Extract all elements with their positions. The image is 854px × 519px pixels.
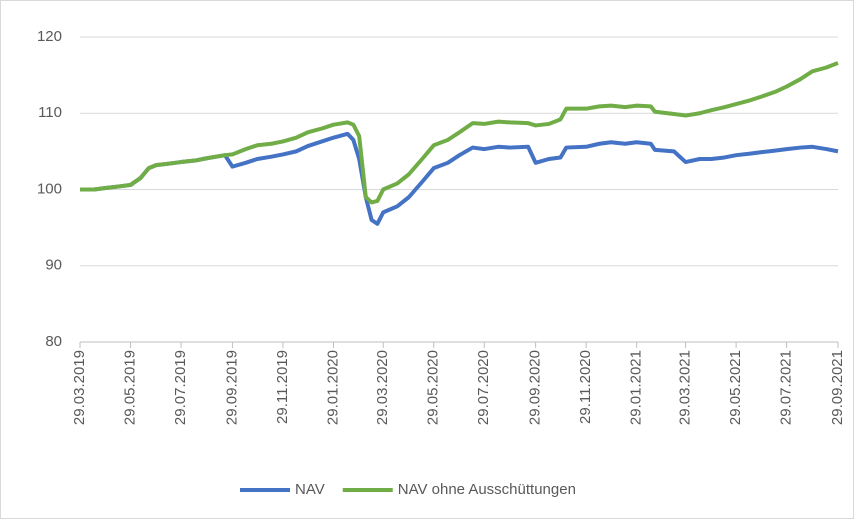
legend-label: NAV: [295, 481, 325, 498]
x-tick-label: 29.03.2020: [374, 350, 391, 425]
x-tick-label: 29.05.2021: [727, 350, 744, 425]
y-tick-label: 100: [37, 180, 62, 197]
legend-label: NAV ohne Ausschüttungen: [398, 481, 576, 498]
x-tick-label: 29.11.2020: [577, 350, 594, 424]
x-tick-label: 29.07.2020: [475, 350, 492, 425]
x-tick-label: 29.09.2020: [527, 350, 544, 425]
x-tick-label: 29.03.2019: [71, 350, 88, 425]
x-tick-label: 29.03.2021: [677, 350, 694, 425]
x-tick-label: 29.01.2021: [628, 350, 645, 425]
y-tick-label: 80: [45, 333, 62, 350]
x-tick-label: 29.09.2021: [829, 350, 846, 425]
y-tick-label: 110: [38, 104, 62, 121]
x-tick-label: 29.05.2020: [425, 350, 442, 425]
y-tick-label: 90: [45, 257, 62, 274]
x-tick-label: 29.07.2021: [778, 350, 795, 425]
y-tick-label: 120: [37, 28, 62, 45]
x-tick-label: 29.05.2019: [122, 350, 139, 425]
x-tick-label: 29.09.2019: [223, 350, 240, 425]
x-tick-label: 29.07.2019: [172, 350, 189, 425]
line-series: [80, 61, 839, 205]
x-tick-label: 29.11.2019: [274, 350, 291, 424]
x-tick-label: 29.01.2020: [324, 350, 341, 425]
